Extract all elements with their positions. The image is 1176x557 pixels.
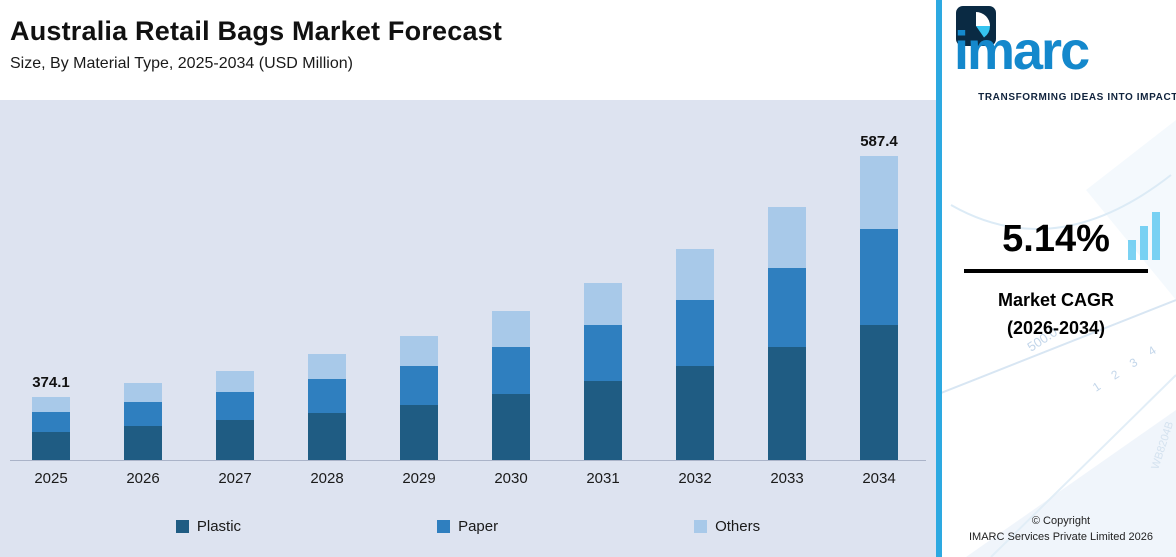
copyright-line1: © Copyright: [1031, 515, 1091, 528]
legend-marker-plastic: [175, 520, 189, 533]
bar-segment-plastic-2030: [492, 393, 530, 460]
bar-segment-plastic-2032: [676, 365, 714, 460]
chart-subtitle: Size, By Material Type, 2025-2034 (USD M…: [10, 55, 353, 72]
legend-item-others: Others: [694, 518, 760, 535]
copyright-notice: © Copyright IMARC Services Private Limit…: [956, 514, 1166, 545]
x-axis-label-2026: 2026: [126, 470, 160, 487]
x-axis-label-2031: 2031: [586, 470, 620, 487]
imarc-tagline: TRANSFORMING IDEAS INTO IMPACT: [978, 92, 1176, 103]
cagr-label-line1: Market CAGR: [997, 290, 1115, 310]
x-axis-label-2030: 2030: [494, 470, 528, 487]
bar-2030: [492, 311, 530, 460]
decor-code: WB8204B: [1149, 420, 1176, 471]
bar-segment-plastic-2027: [216, 420, 254, 460]
bar-segment-paper-2025: [32, 411, 70, 432]
cagr-underline: [964, 269, 1148, 273]
bar-segment-paper-2026: [124, 401, 162, 426]
bar-segment-others-2030: [492, 311, 530, 347]
legend-marker-others: [694, 520, 708, 533]
bar-2028: [308, 353, 346, 460]
bar-segment-others-2031: [584, 282, 622, 326]
bar-2025: [32, 396, 70, 460]
x-axis-label-2027: 2027: [218, 470, 252, 487]
bar-value-label-2034: 587.4: [860, 133, 898, 150]
imarc-logo: imarc TRANSFORMING IDEAS INTO IMPACT: [950, 4, 1176, 103]
legend-label-paper: Paper: [458, 518, 499, 535]
chart-panel: Australia Retail Bags Market Forecast Si…: [0, 0, 936, 557]
bar-2034: [860, 156, 898, 460]
bar-segment-plastic-2025: [32, 431, 70, 460]
bar-segment-plastic-2026: [124, 425, 162, 460]
x-axis-label-2029: 2029: [402, 470, 436, 487]
bar-segment-others-2027: [216, 370, 254, 393]
bar-segment-paper-2030: [492, 346, 530, 394]
x-axis-label-2032: 2032: [678, 470, 712, 487]
legend-label-plastic: Plastic: [196, 518, 242, 535]
accent-stripe: [936, 0, 942, 557]
bar-2031: [584, 282, 622, 460]
bar-segment-paper-2032: [676, 299, 714, 366]
legend-item-plastic: Plastic: [175, 518, 242, 535]
x-axis-line: [10, 460, 926, 461]
legend-label-others: Others: [715, 518, 761, 535]
imarc-logo-icon: [956, 6, 996, 46]
bar-segment-paper-2031: [584, 325, 622, 382]
bar-2026: [124, 383, 162, 460]
bar-segment-others-2028: [308, 353, 346, 380]
branding-sidebar: 500.0 1 2 3 4 WB8204B imarc TRANSFORMING…: [936, 0, 1176, 557]
stacked-bar-plot: 374.1 587.4: [0, 100, 936, 461]
legend-item-paper: Paper: [437, 518, 498, 535]
bar-segment-others-2032: [676, 249, 714, 300]
chart-area: 374.1 587.4 Plastic Paper Others 2025 2026…: [0, 100, 936, 557]
bar-segment-plastic-2034: [860, 324, 898, 460]
copyright-line2: IMARC Services Private Limited 2026: [968, 530, 1153, 543]
cagr-block: 5.14% Market CAGR (2026-2034): [936, 218, 1176, 343]
bar-segment-paper-2034: [860, 229, 898, 325]
bar-2033: [768, 207, 806, 460]
bar-segment-others-2029: [400, 335, 438, 366]
bar-value-label-2025: 374.1: [32, 373, 70, 391]
bar-segment-plastic-2028: [308, 412, 346, 460]
decor-number-1234: 1 2 3 4: [1090, 340, 1164, 395]
x-axis-label-2028: 2028: [310, 470, 344, 487]
cagr-label-line2: (2026-2034): [1006, 317, 1106, 338]
legend-marker-paper: [437, 520, 451, 533]
bar-2032: [676, 249, 714, 460]
bar-segment-others-2033: [768, 207, 806, 268]
bar-2027: [216, 370, 254, 460]
chart-header: Australia Retail Bags Market Forecast Si…: [0, 0, 936, 100]
bar-segment-paper-2029: [400, 365, 438, 405]
bar-segment-plastic-2029: [400, 404, 438, 460]
chart-legend: Plastic Paper Others: [0, 518, 936, 535]
bar-2029: [400, 335, 438, 460]
bar-segment-others-2034: [860, 156, 898, 229]
bar-segment-paper-2033: [768, 267, 806, 348]
bar-segment-paper-2028: [308, 379, 346, 413]
x-axis-label-2034: 2034: [862, 470, 896, 487]
bar-segment-others-2025: [32, 396, 70, 412]
x-axis-label-2033: 2033: [770, 470, 804, 487]
chart-title: Australia Retail Bags Market Forecast: [10, 16, 503, 46]
imarc-logo-text: imarc: [954, 21, 1090, 81]
x-axis-label-2025: 2025: [34, 470, 68, 487]
bar-segment-plastic-2033: [768, 347, 806, 460]
bar-segment-paper-2027: [216, 392, 254, 421]
bar-segment-others-2026: [124, 383, 162, 402]
cagr-value: 5.14%: [1002, 218, 1110, 260]
bar-segment-plastic-2031: [584, 381, 622, 460]
